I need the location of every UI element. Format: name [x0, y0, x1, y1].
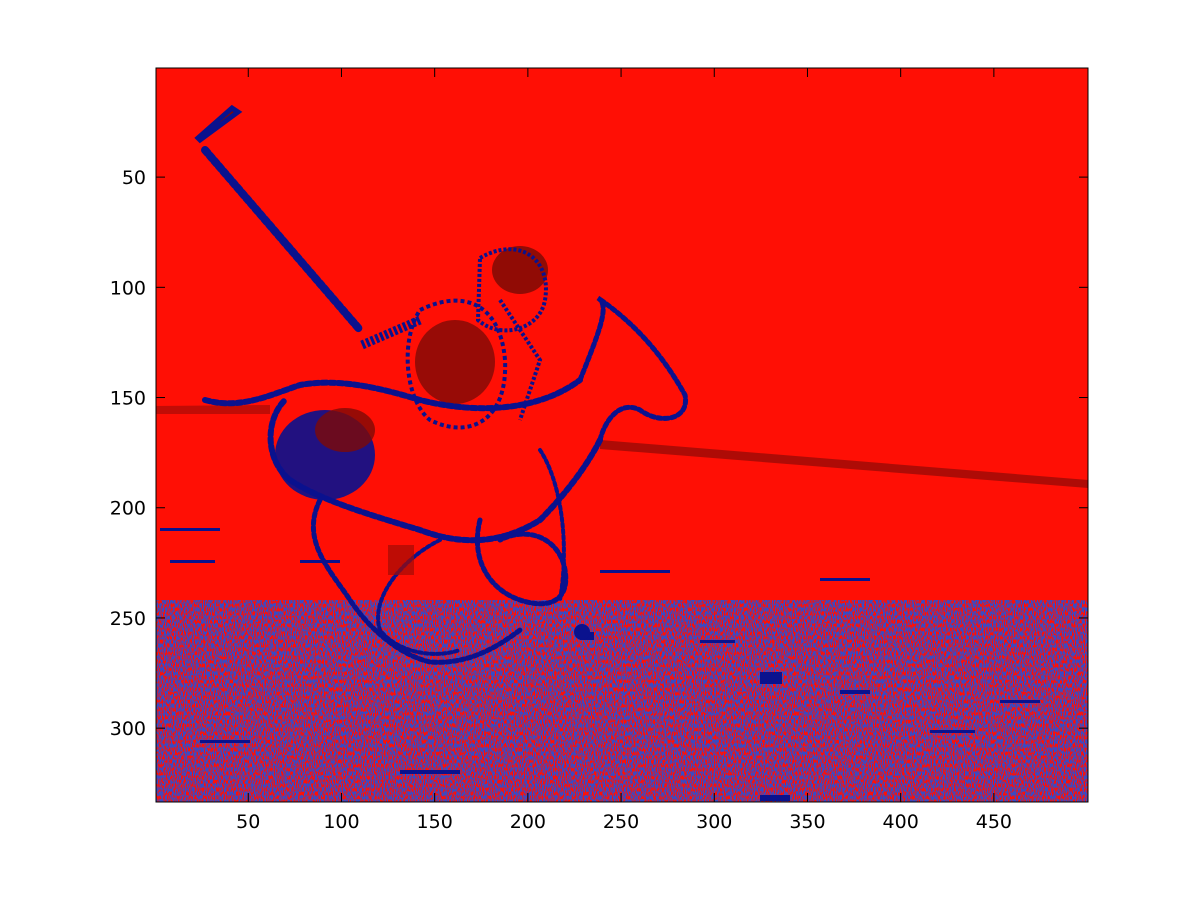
horizon-line [156, 405, 270, 414]
ground-speckle-texture [156, 600, 1088, 802]
y-axis: 50 100 150 200 250 300 [110, 167, 1088, 740]
rider [360, 246, 548, 430]
axes-box [155, 67, 1089, 803]
y-tick-label: 200 [110, 498, 146, 520]
y-tick-label: 50 [122, 167, 146, 189]
y-tick-label: 100 [110, 277, 146, 299]
y-tick-label: 250 [110, 608, 146, 630]
x-tick-label: 350 [789, 811, 825, 833]
x-tick-label: 200 [510, 811, 546, 833]
horizon-line-right [600, 440, 1088, 488]
x-tick-label: 150 [417, 811, 453, 833]
x-axis: 50 100 150 200 250 300 350 400 450 [236, 68, 1012, 833]
x-tick-label: 100 [323, 811, 359, 833]
x-tick-label: 250 [603, 811, 639, 833]
y-tick-label: 150 [110, 388, 146, 410]
x-tick-label: 50 [236, 811, 260, 833]
horse [202, 295, 688, 665]
x-tick-label: 300 [696, 811, 732, 833]
image-area [156, 68, 1088, 802]
polo-mallet [194, 104, 364, 334]
x-tick-label: 400 [883, 811, 919, 833]
y-tick-label: 300 [110, 718, 146, 740]
ground-flecks [160, 528, 1040, 801]
x-tick-label: 450 [976, 811, 1012, 833]
